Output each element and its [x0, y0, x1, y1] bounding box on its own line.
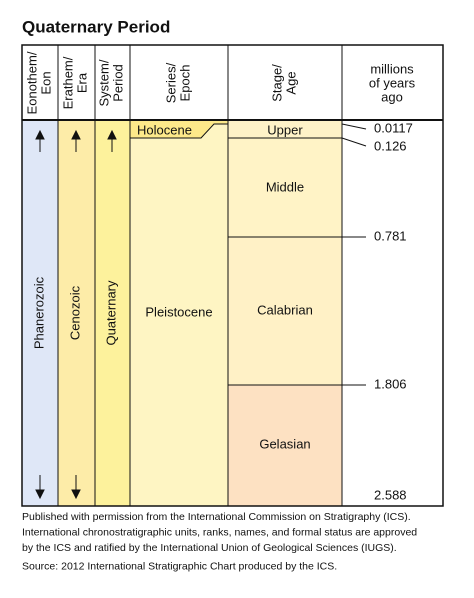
table-borders [21, 44, 444, 507]
age-label: 2.588 [374, 487, 407, 502]
epoch-label: Pleistocene [145, 304, 212, 319]
stage-cell [228, 237, 342, 385]
title: Quaternary Period [22, 17, 170, 36]
footnote-line: by the ICS and ratified by the Internati… [22, 542, 397, 554]
header-label: System/ [96, 59, 111, 106]
header-label: Epoch [177, 65, 192, 102]
holocene-cell [130, 121, 228, 138]
stage-label: Gelasian [259, 436, 310, 451]
age-label: 1.806 [374, 376, 407, 391]
age-label: 0.0117 [374, 120, 413, 135]
header-label: ago [381, 89, 403, 104]
age-label: 0.126 [374, 138, 407, 153]
footnote-line: Source: 2012 International Stratigraphic… [22, 561, 337, 573]
period-cell [95, 121, 130, 506]
header-label: Era [74, 72, 89, 93]
epoch-cell [130, 121, 228, 506]
header-label: Erathem/ [60, 56, 75, 109]
footnote-line: International chronostratigraphic units,… [22, 527, 417, 539]
header-label: Eonothem/ [24, 51, 39, 114]
header-label: Series/ [163, 62, 178, 103]
header-label: Eon [38, 71, 53, 94]
header-label: Stage/ [269, 64, 284, 102]
era-label: Cenozoic [67, 285, 82, 340]
header-label: of years [369, 75, 416, 90]
eon-cell [22, 121, 58, 506]
arrows [35, 129, 117, 500]
eon-label: Phanerozoic [31, 276, 46, 349]
stage-cell [228, 385, 342, 506]
stage-label: Upper [267, 122, 303, 137]
era-cell [58, 121, 95, 506]
stage-cell [228, 121, 342, 138]
stage-label: Calabrian [257, 302, 313, 317]
stage-label: Middle [266, 179, 304, 194]
footnote-line: Published with permission from the Inter… [22, 511, 411, 523]
header-label: Age [283, 71, 298, 94]
header-label: Period [110, 64, 125, 102]
period-label: Quaternary [103, 280, 118, 346]
header-label: millions [370, 61, 414, 76]
epoch-label: Holocene [137, 122, 192, 137]
stage-cell [228, 138, 342, 237]
age-label: 0.781 [374, 228, 407, 243]
